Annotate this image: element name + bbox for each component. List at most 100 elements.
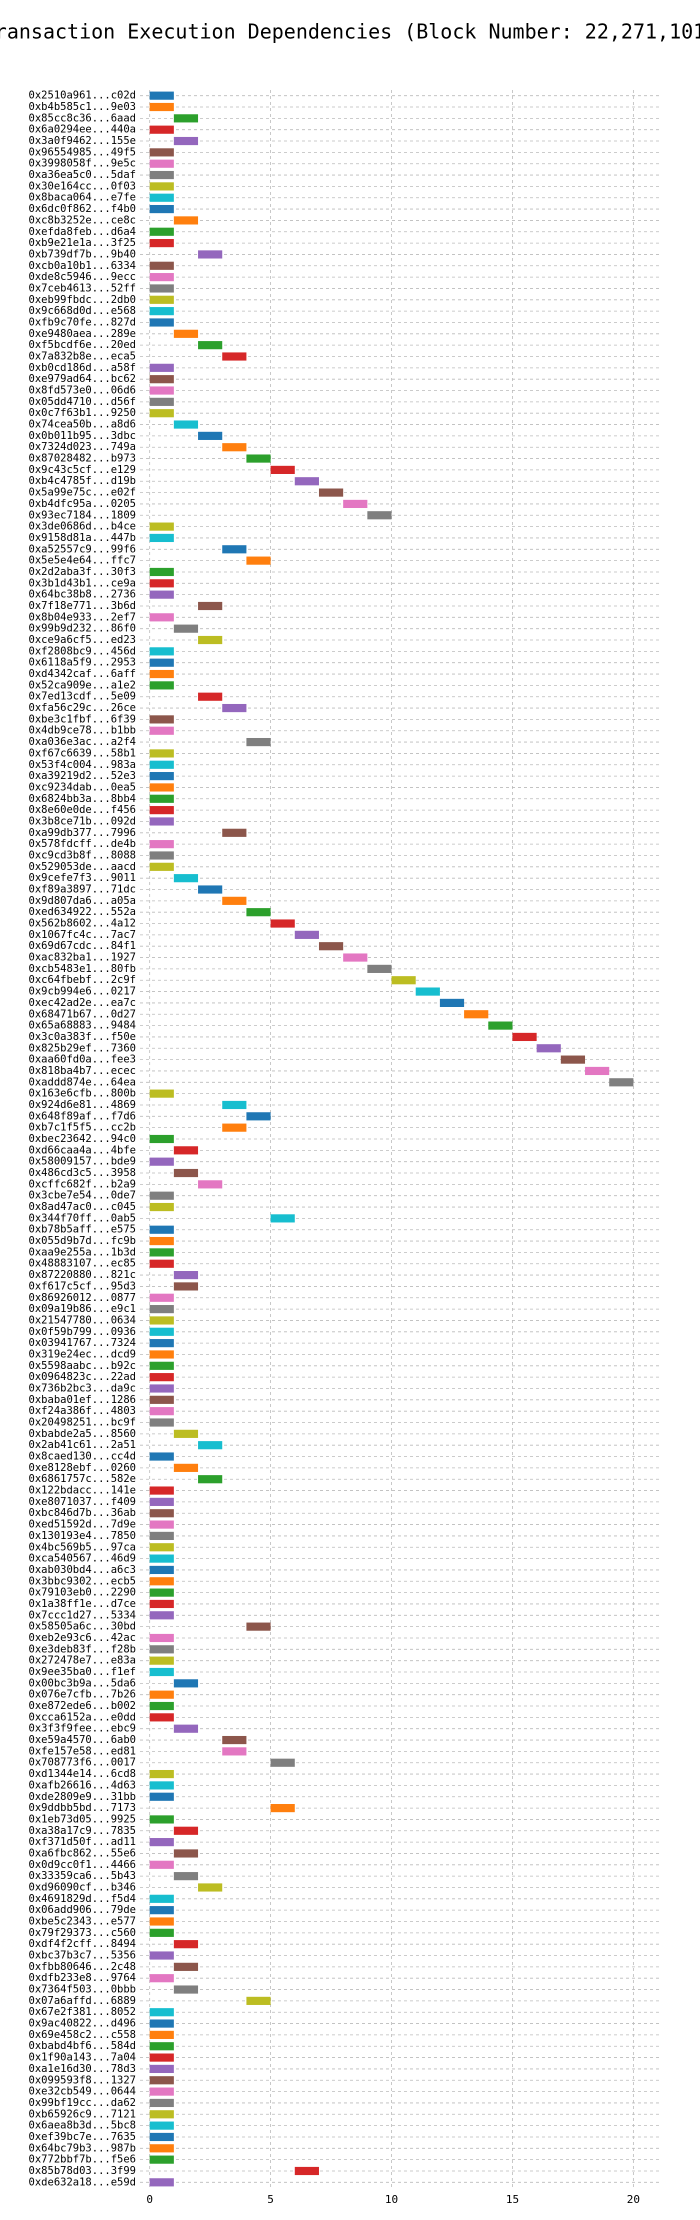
bar bbox=[149, 1633, 174, 1643]
bar bbox=[391, 976, 416, 985]
y-tick-label: 0x1067fc4c...7ac7 bbox=[29, 929, 136, 941]
bar bbox=[149, 284, 174, 293]
y-tick-label: 0xe59a4570...6ab0 bbox=[29, 1734, 136, 1746]
y-tick-label: 0x272478e7...e83a bbox=[29, 1655, 136, 1667]
bar bbox=[149, 1928, 174, 1937]
bar bbox=[367, 964, 392, 973]
bar bbox=[149, 1509, 174, 1518]
bar bbox=[270, 1758, 295, 1767]
y-tick-label: 0x818ba4b7...ecec bbox=[29, 1065, 136, 1077]
bar bbox=[560, 1055, 586, 1064]
bar bbox=[149, 1701, 174, 1711]
y-tick-label: 0xbaba01ef...1286 bbox=[29, 1394, 136, 1406]
y-tick-label: 0x344f70ff...0ab5 bbox=[29, 1212, 136, 1224]
y-tick-label: 0xa1e16d30...78d3 bbox=[29, 2063, 136, 2075]
y-tick-label: 0x03941767...7324 bbox=[29, 1337, 136, 1349]
y-tick-label: 0x3c0a383f...f50e bbox=[29, 1031, 136, 1043]
y-tick-label: 0x076e7cfb...7b26 bbox=[29, 1689, 136, 1701]
bar bbox=[536, 1044, 561, 1053]
bar bbox=[149, 318, 174, 327]
bar bbox=[173, 136, 199, 146]
y-tick-label: 0xe32cb549...0644 bbox=[29, 2086, 136, 2098]
y-tick-label: 0xbc37b3c7...5356 bbox=[29, 1950, 136, 1962]
bar bbox=[464, 1010, 489, 1019]
y-tick-label: 0x562b8602...4a12 bbox=[29, 918, 136, 930]
y-tick-label: 0x68471b67...0d27 bbox=[29, 1008, 136, 1020]
bar bbox=[149, 2030, 174, 2039]
bar bbox=[149, 749, 174, 758]
bar bbox=[149, 1588, 174, 1597]
y-tick-label: 0x4db9ce78...b1bb bbox=[29, 725, 136, 737]
bar bbox=[149, 567, 174, 577]
bar bbox=[173, 1271, 199, 1280]
bar bbox=[149, 658, 174, 667]
bar bbox=[246, 556, 271, 565]
bar bbox=[585, 1066, 610, 1076]
bar bbox=[173, 1872, 199, 1881]
y-tick-label: 0xde8c5946...9ecc bbox=[29, 271, 136, 283]
y-tick-label: 0xed51592d...7d9e bbox=[29, 1519, 136, 1531]
bar bbox=[198, 1883, 223, 1892]
bar bbox=[222, 1747, 247, 1756]
y-tick-label: 0x736b2bc3...da9c bbox=[29, 1382, 136, 1394]
y-tick-label: 0x6824bb3a...8bb4 bbox=[29, 793, 136, 805]
y-tick-label: 0x93ec7184...1809 bbox=[29, 509, 136, 521]
y-tick-label: 0x33359ca6...5b43 bbox=[29, 1870, 136, 1882]
y-tick-label: 0x122bdacc...141e bbox=[29, 1485, 136, 1497]
bar bbox=[149, 1202, 174, 1212]
y-tick-label: 0xf5bcdf6e...20ed bbox=[29, 339, 136, 351]
chart-title: Transaction Execution Dependencies (Bloc… bbox=[0, 20, 700, 44]
y-tick-label: 0xdfb233e8...9764 bbox=[29, 1972, 136, 1984]
y-tick-label: 0xc9234dab...0ea5 bbox=[29, 781, 136, 793]
y-tick-label: 0x87220880...821c bbox=[29, 1269, 136, 1281]
bar bbox=[149, 1395, 174, 1404]
bar bbox=[318, 488, 344, 497]
y-tick-label: 0xefda8feb...d6a4 bbox=[29, 226, 136, 238]
y-tick-label: 0xe8128ebf...0260 bbox=[29, 1462, 136, 1474]
bar bbox=[149, 806, 174, 815]
bar bbox=[173, 1679, 199, 1688]
bar bbox=[149, 397, 174, 406]
bar bbox=[222, 1735, 247, 1745]
bar bbox=[149, 2019, 174, 2028]
y-tick-label: 0xf617c5cf...95d3 bbox=[29, 1280, 136, 1292]
bar bbox=[149, 1611, 174, 1620]
bar bbox=[149, 2008, 174, 2017]
bar bbox=[173, 1826, 199, 1835]
y-tick-label: 0xef39bc7e...7635 bbox=[29, 2131, 136, 2143]
bar bbox=[149, 2178, 174, 2187]
bar bbox=[149, 1565, 174, 1575]
y-tick-label: 0xde2809e9...31bb bbox=[29, 1791, 136, 1803]
bar bbox=[149, 1248, 174, 1257]
y-tick-label: 0xd96090cf...b346 bbox=[29, 1881, 136, 1893]
y-tick-label: 0x7ceb4613...52ff bbox=[29, 282, 136, 294]
y-tick-label: 0x53f4c004...983a bbox=[29, 759, 136, 771]
bar bbox=[149, 2132, 174, 2142]
bar bbox=[222, 1123, 247, 1132]
bar bbox=[149, 1316, 174, 1325]
bar bbox=[149, 295, 174, 304]
bar bbox=[609, 1078, 634, 1087]
y-tick-label: 0xe979ad64...bc62 bbox=[29, 373, 136, 385]
bar bbox=[198, 431, 223, 440]
bar bbox=[149, 1599, 174, 1609]
bar bbox=[149, 182, 174, 191]
y-tick-label: 0x7364f503...0bbb bbox=[29, 1984, 136, 1996]
bar bbox=[222, 352, 247, 361]
bar bbox=[149, 1667, 174, 1677]
y-tick-label: 0x79103eb0...2290 bbox=[29, 1587, 136, 1599]
y-tick-label: 0xf371d50f...ad11 bbox=[29, 1836, 136, 1848]
y-tick-label: 0xd4342caf...6aff bbox=[29, 668, 136, 680]
bar bbox=[149, 1917, 174, 1926]
y-tick-label: 0x69e458c2...c558 bbox=[29, 2029, 136, 2041]
y-tick-label: 0x7f18e771...3b6d bbox=[29, 600, 136, 612]
y-tick-label: 0x0d9cc0f1...4466 bbox=[29, 1859, 136, 1871]
bar bbox=[343, 953, 368, 962]
bar bbox=[149, 1089, 174, 1098]
bar bbox=[149, 715, 174, 724]
y-tick-label: 0x9ddbb5bd...7173 bbox=[29, 1802, 136, 1814]
bar bbox=[149, 772, 174, 781]
bar bbox=[367, 511, 392, 520]
bar bbox=[512, 1032, 537, 1042]
